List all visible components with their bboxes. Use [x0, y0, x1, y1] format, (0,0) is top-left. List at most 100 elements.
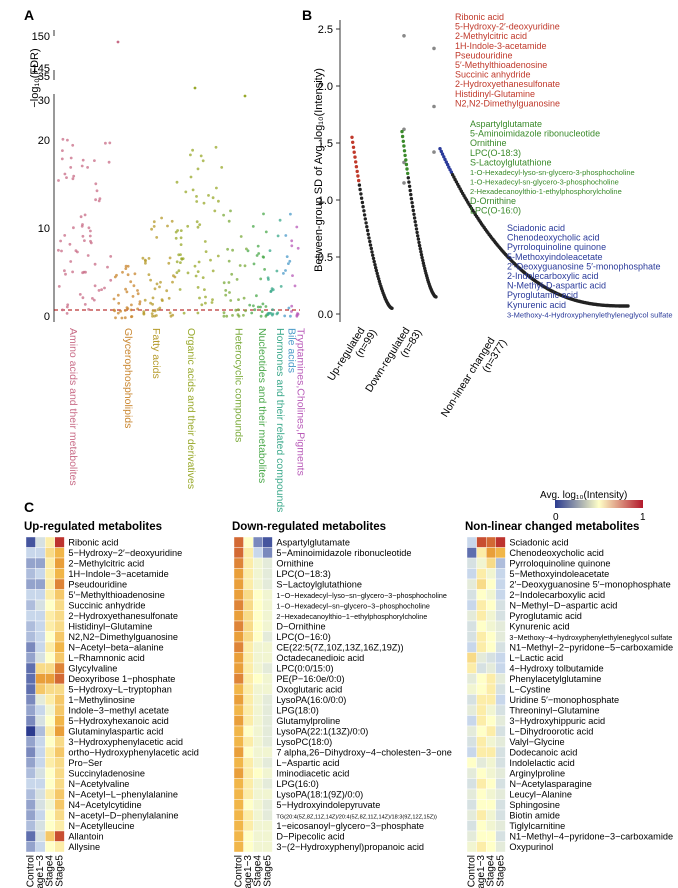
heatmap-cell — [45, 694, 56, 706]
heatmap-cell — [476, 662, 487, 674]
heatmap-row-label: LPG(18:0) — [276, 706, 318, 716]
panel-a-point — [160, 216, 164, 220]
heatmap-row-label: Ribonic acid — [68, 538, 118, 548]
heatmap-cell — [35, 704, 46, 716]
panel-a-point — [165, 289, 169, 293]
heatmap-cell — [35, 799, 46, 811]
panel-b-point — [369, 246, 373, 251]
panel-a-point — [243, 94, 247, 98]
panel-b-group-labels: Up-regulated(n=99)Down-regulated(n=83) No… — [325, 325, 509, 419]
heatmap-cell — [233, 757, 244, 769]
heatmap-cell — [262, 662, 273, 674]
heatmap-cell — [233, 715, 244, 727]
panel-b-point — [402, 149, 407, 153]
heatmap-row-label: Pro−Ser — [68, 758, 102, 768]
heatmap-cell — [262, 631, 273, 643]
heatmap-row-label: N−Acetyl−beta−alanine — [68, 643, 163, 653]
panel-a-category-label: Hormones and their related compounds — [274, 328, 286, 512]
heatmap-row-label: Leucyl−Alanine — [509, 790, 572, 800]
legend-min: 0 — [553, 512, 559, 523]
panel-a-point — [227, 219, 231, 223]
panel-a-point — [87, 226, 91, 230]
heatmap-row-label: 5−Aminoimidazole ribonucleotide — [276, 548, 411, 558]
panel-a-point — [120, 316, 124, 320]
panel-b-point — [419, 253, 424, 257]
panel-a-point — [293, 284, 297, 288]
heatmap-cell — [233, 631, 244, 643]
panel-a-point — [226, 247, 230, 251]
panel-b-annotation: Pyroglutamic acid — [507, 290, 578, 300]
heatmap-row-label: 3−Hydroxyphenylacetic acid — [68, 737, 183, 747]
panel-a-point — [227, 281, 231, 284]
heatmap-cell — [476, 683, 487, 695]
panel-a-point — [237, 298, 240, 301]
panel-a-point — [252, 262, 256, 266]
heatmap-cell — [252, 778, 263, 790]
panel-a-point — [63, 234, 67, 237]
panel-a-point — [225, 314, 229, 318]
panel-c-label: C — [24, 499, 34, 515]
panel-a-point — [60, 249, 63, 253]
heatmap-row-label: 3−Hydroxyhippuric acid — [509, 716, 605, 726]
panel-b-annotation: N2,N2-Dimethylguanosine — [455, 98, 560, 108]
heatmap-cell — [262, 788, 273, 800]
panel-b-point — [412, 212, 416, 216]
heatmap-cell — [252, 631, 263, 643]
panel-a-point — [270, 313, 274, 317]
heatmap-cell — [486, 757, 497, 769]
heatmap-cell — [54, 746, 65, 758]
panel-a-point — [211, 298, 214, 301]
panel-b-point — [422, 264, 426, 268]
heatmap-cell — [252, 536, 263, 548]
heatmap-cell — [243, 547, 254, 559]
heatmap-cell — [54, 641, 65, 653]
panel-a-point — [282, 272, 285, 275]
panel-b-point — [367, 236, 371, 240]
heatmap-cell — [262, 652, 273, 664]
heatmap-cell — [262, 557, 273, 569]
heatmap-row-label: L−Rhamnonic acid — [68, 653, 144, 663]
heatmap-cell — [35, 736, 46, 748]
legend-title: Avg. log₁₀(Intensity) — [540, 490, 627, 501]
panel-b-annotation: Ornithine — [470, 138, 507, 148]
heatmap-cell — [25, 662, 36, 674]
heatmap-cell — [495, 704, 506, 716]
panel-a-point — [246, 249, 250, 253]
heatmap-cell — [466, 662, 477, 674]
heatmap-row-label: Glutaminylaspartic acid — [68, 727, 163, 737]
heatmap-cell — [262, 778, 273, 790]
heatmap-cell — [476, 725, 487, 737]
panel-a-point — [196, 270, 200, 273]
heatmap-cell — [476, 631, 487, 643]
heatmap-cell — [54, 568, 65, 580]
heatmap-2: Down-regulated metabolites Aspartylglutam… — [232, 521, 452, 888]
heatmap-cell — [262, 683, 273, 695]
panel-a-point — [263, 268, 266, 271]
panel-a-point — [104, 141, 107, 145]
heatmap-row-label: TG(20:4(5Z,8Z,11Z,14Z)/20:4(5Z,8Z,11Z,14… — [276, 815, 437, 821]
heatmap-cell — [476, 778, 487, 790]
panel-a-point — [214, 145, 218, 149]
panel-a-point — [107, 160, 111, 164]
panel-a-point — [179, 236, 183, 240]
heatmap-cell — [54, 610, 65, 622]
panel-a-point — [229, 299, 233, 302]
heatmap-cell — [243, 715, 254, 727]
heatmap-cell — [262, 830, 273, 842]
heatmap-cell — [25, 652, 36, 664]
heatmap-row-label: 7 alpha,26−Dihydroxy−4−cholesten−3−one — [276, 748, 451, 758]
panel-a-point — [204, 250, 208, 254]
heatmap-cell — [45, 673, 56, 685]
heatmap-row-label: L−Cystine — [509, 685, 550, 695]
panel-a-ytick-35: 35 — [38, 71, 50, 83]
panel-b-point — [418, 247, 422, 251]
heatmap-row-label: 2−Methylcitric acid — [68, 559, 144, 569]
heatmap-cell — [45, 799, 56, 811]
panel-a-category-label: Bile acids — [286, 328, 298, 373]
heatmap-column-label: Stage4 — [45, 855, 56, 887]
heatmap-row-label: Tiglylcarnitine — [509, 821, 565, 831]
panel-a-point — [94, 198, 97, 202]
panel-a-point — [211, 269, 215, 273]
heatmap-cell — [486, 673, 497, 685]
panel-a-point — [210, 301, 214, 304]
